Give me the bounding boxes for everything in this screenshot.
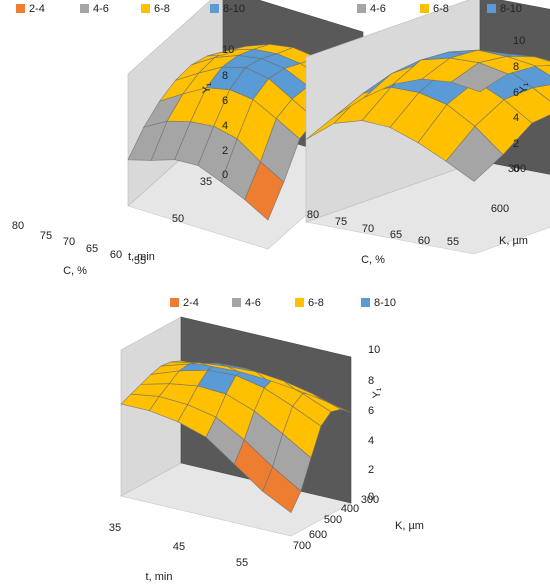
legend-label: 8-10 <box>374 297 396 309</box>
y-tick-label: 35 <box>200 176 212 188</box>
y-axis-label: K, µm <box>395 520 424 532</box>
y-tick-label: 600 <box>491 203 509 215</box>
z-tick-label: 6 <box>513 87 519 99</box>
legend-label: 6-8 <box>154 3 170 15</box>
x-tick-label: 60 <box>110 249 122 261</box>
z-tick-label: 2 <box>368 464 374 476</box>
legend-label: 2-4 <box>183 297 199 309</box>
z-tick-label: 4 <box>368 435 374 447</box>
legend-label: 2-4 <box>29 3 45 15</box>
legend-label: 6-8 <box>308 297 324 309</box>
z-tick-label: 10 <box>222 44 234 56</box>
surface-cell <box>312 393 352 413</box>
legend: 4-6 6-8 8-10 <box>357 3 522 15</box>
x-tick-label: 70 <box>362 223 374 235</box>
z-axis-label: Y₁ <box>201 82 213 93</box>
z-tick-label: 8 <box>513 61 519 73</box>
x-tick-label: 65 <box>390 229 402 241</box>
z-axis-label: Y₁ <box>518 82 530 93</box>
y-tick-label: 300 <box>508 163 526 175</box>
y-tick-label: 50 <box>172 213 184 225</box>
z-tick-label: 6 <box>222 95 228 107</box>
z-tick-label: 8 <box>368 375 374 387</box>
x-tick-label: 80 <box>307 209 319 221</box>
x-tick-label: 60 <box>418 235 430 247</box>
legend-swatch <box>141 4 150 13</box>
legend-swatch <box>16 4 25 13</box>
z-tick-label: 4 <box>222 120 228 132</box>
x-tick-label: 45 <box>173 541 185 553</box>
z-tick-label: 10 <box>513 35 525 47</box>
y-tick-label: 400 <box>341 503 359 515</box>
x-tick-label: 55 <box>236 557 248 569</box>
legend-swatch <box>210 4 219 13</box>
z-tick-label: 0 <box>513 163 519 175</box>
legend-swatch <box>295 298 304 307</box>
y-axis-label: t, min <box>128 251 155 263</box>
z-tick-label: 0 <box>222 169 228 181</box>
legend-label: 6-8 <box>433 3 449 15</box>
z-axis-label: Y₁ <box>371 387 383 398</box>
legend-swatch <box>357 4 366 13</box>
x-tick-label: 55 <box>134 255 146 267</box>
z-tick-label: 4 <box>513 112 519 124</box>
z-tick-label: 10 <box>368 344 380 356</box>
x-axis-label: t, min <box>146 571 173 583</box>
legend-swatch <box>80 4 89 13</box>
z-tick-label: 2 <box>513 138 519 150</box>
surface-chart-2: 0 2 4 6 8 10 Y₁ 80 75 70 65 60 55 C, % 600 300 K, µm 4-6 6… <box>304 0 550 266</box>
z-tick-label: 6 <box>368 405 374 417</box>
legend-label: 4-6 <box>370 3 386 15</box>
x-tick-label: 75 <box>335 216 347 228</box>
y-tick-label: 700 <box>293 540 311 552</box>
legend: 2-4 4-6 6-8 8-10 <box>170 297 396 309</box>
legend: 2-4 4-6 6-8 8-10 <box>16 3 245 15</box>
legend-label: 4-6 <box>245 297 261 309</box>
z-tick-label: 8 <box>222 70 228 82</box>
z-tick-label: 2 <box>222 145 228 157</box>
legend-swatch <box>420 4 429 13</box>
y-tick-label: 600 <box>309 529 327 541</box>
x-tick-label: 80 <box>12 220 24 232</box>
surface-cell <box>532 84 550 102</box>
surface-cell <box>503 87 550 124</box>
x-tick-label: 55 <box>447 236 459 248</box>
y-tick-label: 500 <box>324 514 342 526</box>
x-axis-label: C, % <box>361 254 385 266</box>
legend-label: 8-10 <box>500 3 522 15</box>
x-tick-label: 75 <box>40 230 52 242</box>
legend-swatch <box>487 4 496 13</box>
legend-label: 4-6 <box>93 3 109 15</box>
legend-label: 8-10 <box>223 3 245 15</box>
y-tick-label: 300 <box>361 494 379 506</box>
legend-swatch <box>170 298 179 307</box>
x-tick-label: 35 <box>109 522 121 534</box>
x-tick-label: 65 <box>86 243 98 255</box>
z-tick-label: 0 <box>368 491 374 503</box>
x-axis-label: C, % <box>63 265 87 277</box>
legend-swatch <box>232 298 241 307</box>
surface-cell <box>534 56 550 62</box>
legend-swatch <box>361 298 370 307</box>
x-tick-label: 70 <box>63 236 75 248</box>
y-axis-label: K, µm <box>499 235 528 247</box>
